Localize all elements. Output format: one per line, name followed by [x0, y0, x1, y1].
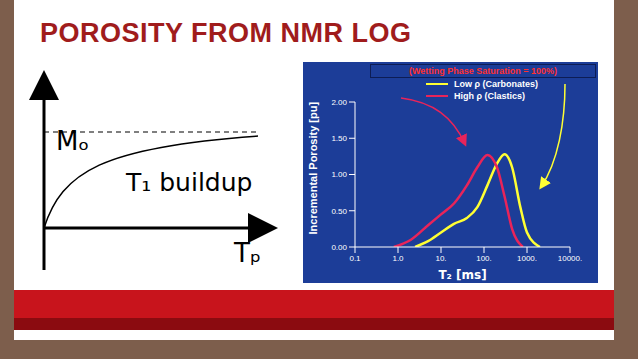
svg-text:1000.: 1000.	[517, 254, 537, 263]
html-text:High ρ (Clastics): High ρ (Clastics)	[454, 91, 526, 101]
svg-text:0.00: 0.00	[331, 243, 347, 252]
html-text:Low ρ (Carbonates): Low ρ (Carbonates)	[454, 79, 539, 89]
html-text:Mₒ: Mₒ	[56, 126, 90, 156]
html-text:POROSITY FROM NMR LOG: POROSITY FROM NMR LOG	[40, 18, 412, 48]
svg-text:1.00: 1.00	[331, 170, 347, 179]
svg-text:2.00: 2.00	[331, 98, 347, 107]
html-text:(Wetting Phase Saturation = 10: (Wetting Phase Saturation = 100%)	[408, 66, 558, 76]
svg-text:0.50: 0.50	[331, 207, 347, 216]
html-text:T₁ buildup: T₁ buildup	[126, 168, 253, 197]
svg-text:1.0: 1.0	[392, 254, 404, 263]
svg-text:0.1: 0.1	[349, 254, 361, 263]
svg-text:100.: 100.	[476, 254, 492, 263]
svg-text:10.: 10.	[435, 254, 446, 263]
svg-text:10000.: 10000.	[558, 254, 582, 263]
html-text:Tₚ: Tₚ	[234, 238, 261, 268]
svg-text:T₂ [ms]: T₂ [ms]	[438, 268, 486, 282]
svg-text:1.50: 1.50	[331, 134, 347, 143]
svg-text:Incremental Porosity [pu]: Incremental Porosity [pu]	[307, 102, 319, 235]
